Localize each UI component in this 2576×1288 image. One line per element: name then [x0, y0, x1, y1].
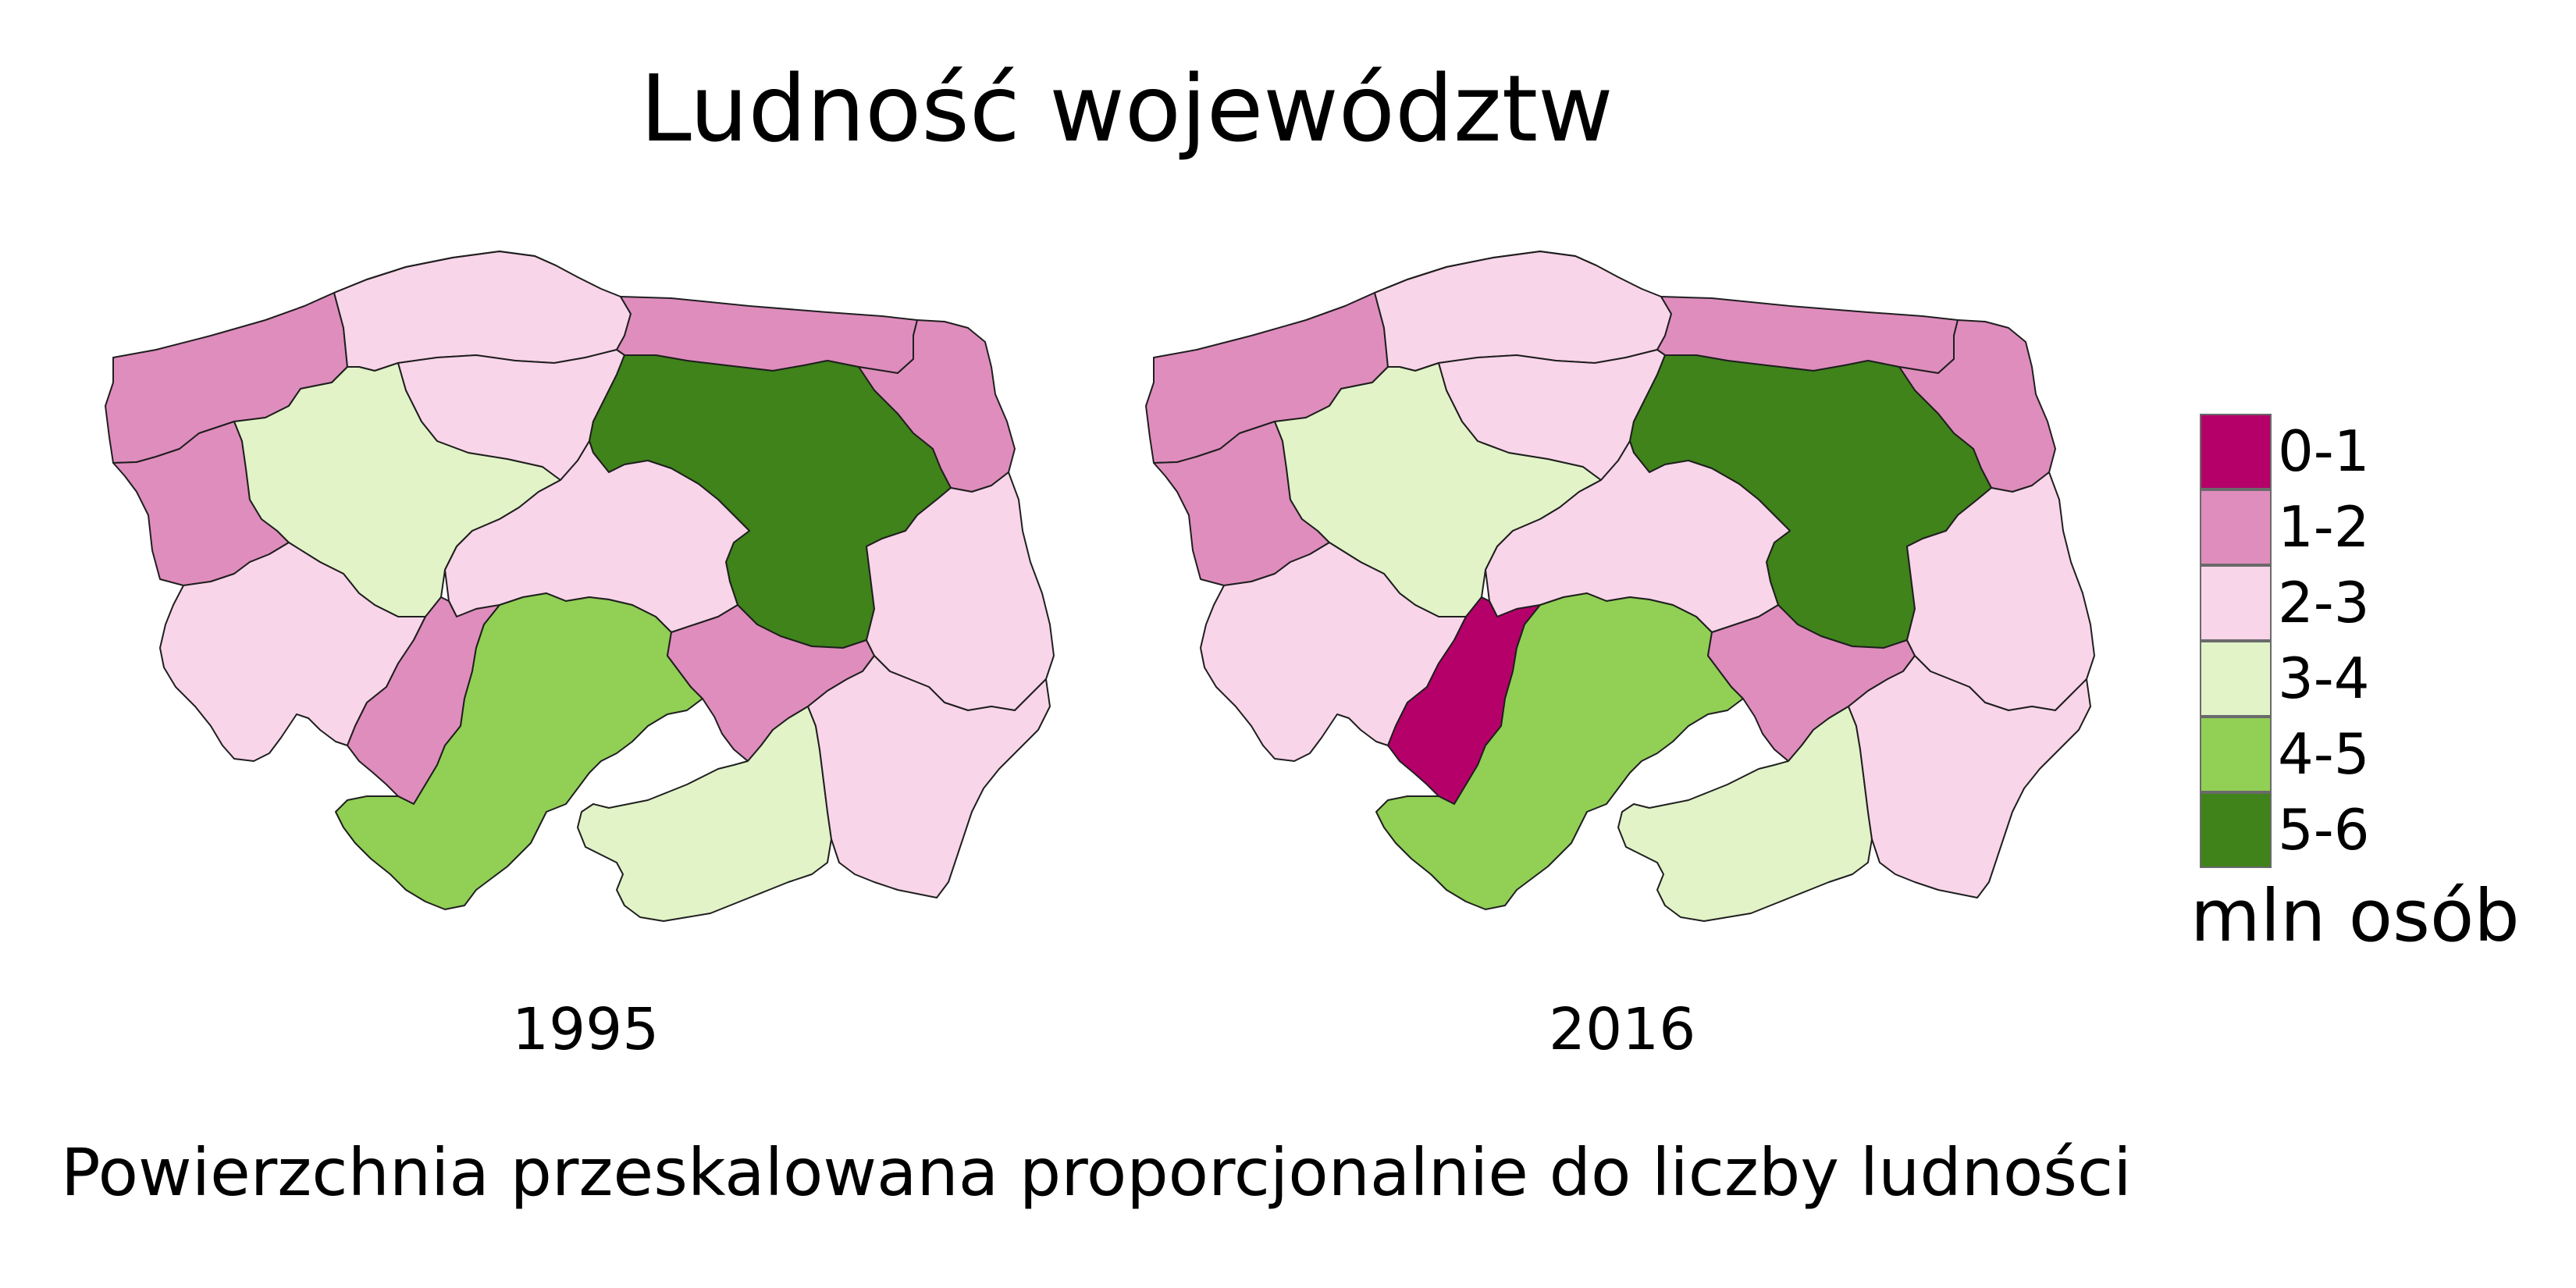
legend-item-4: 4-5 [2200, 717, 2512, 792]
legend-label-0: 0-1 [2278, 418, 2370, 484]
legend-item-3: 3-4 [2200, 641, 2512, 717]
region-pomorskie [333, 251, 632, 372]
legend-swatch-3 [2200, 641, 2272, 717]
coastline-2016 [1374, 250, 1597, 294]
map-year-label-1995: 1995 [512, 996, 660, 1063]
map-1995 [105, 250, 1055, 922]
chart-title: Ludność województw [640, 55, 1614, 162]
region-podkarpackie [1848, 655, 2091, 898]
legend-unit-label: mln osób [2190, 874, 2520, 958]
region-pomorskie [1374, 251, 1672, 372]
map-year-label-2016: 2016 [1549, 996, 1696, 1063]
legend-label-5: 5-6 [2278, 797, 2370, 863]
legend-item-1: 1-2 [2200, 489, 2512, 565]
region-dolnoslaskie [159, 542, 426, 762]
legend-label-4: 4-5 [2278, 721, 2370, 787]
legend-swatch-2 [2200, 565, 2272, 641]
region-podkarpackie [807, 655, 1051, 898]
legend-label-3: 3-4 [2278, 646, 2370, 711]
legend-swatch-1 [2200, 489, 2272, 565]
region-dolnoslaskie [1200, 542, 1467, 762]
legend-item-5: 5-6 [2200, 792, 2512, 868]
legend-swatch-0 [2200, 414, 2272, 489]
map-caption: Powierzchnia przeskalowana proporcjonaln… [61, 1134, 2132, 1211]
legend-label-2: 2-3 [2278, 570, 2370, 635]
legend-swatch-4 [2200, 717, 2272, 792]
coastline-1995 [333, 250, 557, 294]
legend: 0-1 1-2 2-3 3-4 4-5 5-6 [2200, 414, 2512, 868]
legend-swatch-5 [2200, 792, 2272, 868]
legend-item-0: 0-1 [2200, 414, 2512, 489]
map-2016 [1145, 250, 2095, 922]
legend-label-1: 1-2 [2278, 494, 2370, 560]
legend-item-2: 2-3 [2200, 565, 2512, 641]
